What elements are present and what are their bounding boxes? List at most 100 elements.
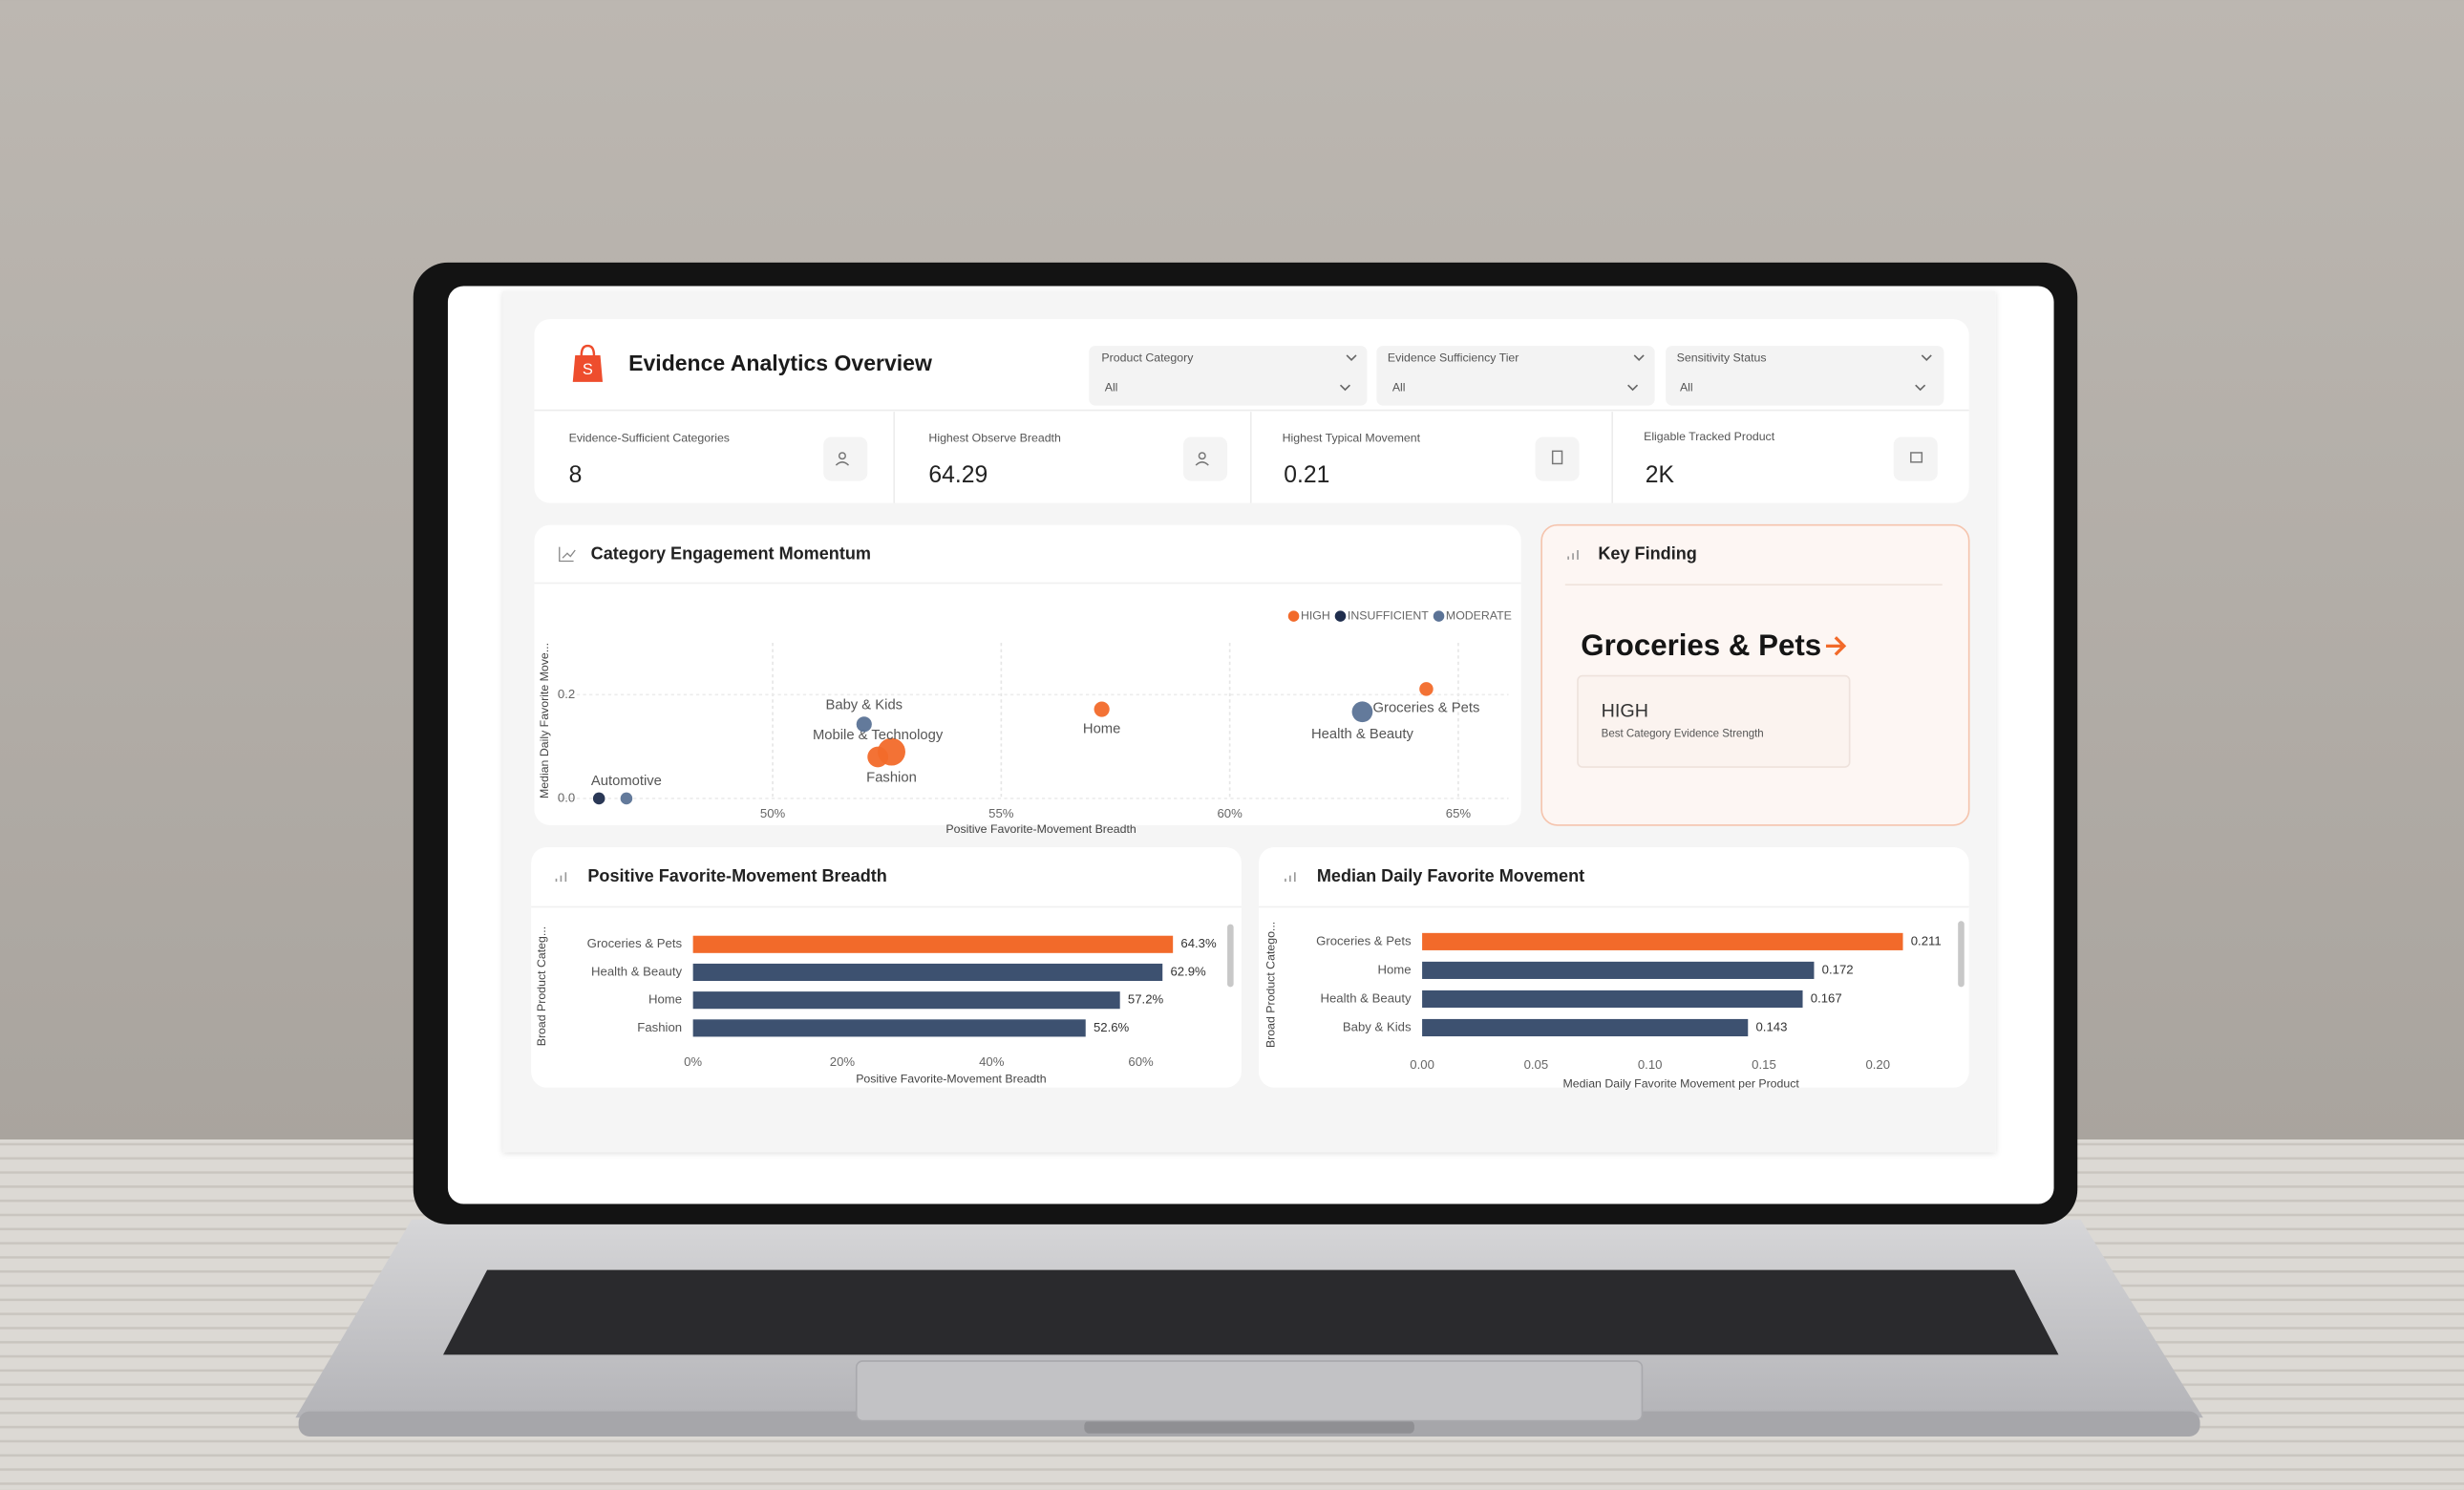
x-tick-label: 60%	[1128, 1054, 1154, 1069]
point-label: Mobile & Technology	[813, 728, 944, 743]
scrollbar[interactable]	[1958, 921, 1965, 988]
kpi-label: Eligable Tracked Product	[1644, 430, 1775, 443]
x-tick-label: 40%	[979, 1054, 1005, 1069]
point-label: Baby & Kids	[825, 698, 903, 713]
kpi-glyphs	[835, 450, 1923, 466]
x-tick-label: 0.10	[1638, 1057, 1663, 1072]
legend-marker	[1334, 610, 1347, 622]
category-label: Health & Beauty	[1320, 990, 1411, 1005]
y-axis-label: Median Daily Favorite Move...	[538, 643, 551, 798]
filter-label: Evidence Sufficiency Tier	[1388, 351, 1519, 364]
value-label: 0.143	[1755, 1019, 1787, 1033]
x-tick-label: 60%	[1217, 806, 1243, 820]
x-axis-label: Positive Favorite-Movement Breadth	[945, 822, 1136, 836]
chevron	[1627, 354, 1645, 392]
bar	[1422, 932, 1903, 950]
x-axis-label: Positive Favorite-Movement Breadth	[856, 1073, 1047, 1086]
key-finding-title: Key Finding	[1598, 544, 1696, 564]
chart-title: Category Engagement Momentum	[591, 544, 871, 564]
x-tick-label: 0.20	[1865, 1057, 1890, 1072]
card-icon	[559, 546, 576, 563]
category-label: Home	[648, 992, 682, 1007]
card-icon	[555, 872, 567, 883]
point-label: Home	[1083, 722, 1120, 737]
value-label: 64.3%	[1180, 936, 1217, 950]
legend-label: INSUFFICIENT	[1348, 608, 1429, 622]
filter[interactable]: Evidence Sufficiency Tier All	[1376, 346, 1655, 406]
x-axis-label: Median Daily Favorite Movement per Produ…	[1562, 1077, 1799, 1091]
bar	[692, 991, 1120, 1010]
category-label: Fashion	[637, 1020, 682, 1034]
card-icon	[1567, 549, 1579, 560]
chart-card	[534, 524, 1521, 825]
x-tick-label: 0.05	[1524, 1057, 1549, 1072]
brand-logo: S	[572, 344, 604, 382]
key-finding-headline: Groceries & Pets	[1581, 628, 1821, 662]
bar	[692, 935, 1174, 953]
scatter-point	[1419, 682, 1434, 696]
bar	[692, 963, 1163, 982]
kpi-value: 64.29	[928, 462, 988, 488]
point-label: Groceries & Pets	[1373, 701, 1480, 716]
kpi-value: 2K	[1646, 462, 1675, 488]
scatter-point	[592, 792, 605, 805]
filter[interactable]: Sensitivity Status All	[1666, 346, 1944, 406]
point-label: Fashion	[866, 771, 917, 786]
dashboard-title: Evidence Analytics Overview	[628, 351, 932, 375]
value-label: 57.2%	[1128, 992, 1164, 1007]
chevron	[1339, 354, 1357, 392]
legend-marker	[1433, 610, 1445, 622]
y-axis-label: Broad Product Categ...	[535, 926, 548, 1046]
kpi-label: Highest Typical Movement	[1283, 431, 1421, 444]
scatter-point	[867, 746, 888, 768]
y-axis-label: Broad Product Catego...	[1264, 922, 1277, 1048]
filter-label: Sensitivity Status	[1677, 351, 1767, 364]
x-tick-label: 20%	[830, 1054, 856, 1069]
kpi-icon	[1535, 436, 1580, 481]
filter-box[interactable]	[1376, 346, 1655, 406]
tier-box	[1577, 674, 1851, 768]
filter-box[interactable]	[1666, 346, 1944, 406]
filter-value[interactable]: All	[1680, 381, 1693, 394]
bar	[1422, 990, 1803, 1008]
bar	[1422, 961, 1815, 979]
bar	[692, 1019, 1086, 1037]
y-tick-label: 0.0	[558, 790, 575, 804]
category-label: Baby & Kids	[1343, 1019, 1412, 1033]
value-label: 0.172	[1822, 962, 1854, 976]
category-label: Home	[1377, 962, 1411, 976]
scatter-point	[856, 716, 872, 733]
chart-title: Median Daily Favorite Movement	[1317, 866, 1584, 885]
point-label: Health & Beauty	[1311, 727, 1414, 742]
x-tick-label: 50%	[760, 806, 786, 820]
filter-value[interactable]: All	[1105, 381, 1118, 394]
value-label: 0.211	[1911, 933, 1942, 947]
kpi-label: Highest Observe Breadth	[928, 431, 1061, 444]
tier-caption: Best Category Evidence Strength	[1602, 729, 1764, 740]
filter-label: Product Category	[1101, 351, 1194, 364]
tier: HIGH	[1602, 701, 1648, 722]
legend-marker	[1287, 610, 1300, 622]
kpi-label: Evidence-Sufficient Categories	[569, 431, 730, 444]
legend-label: HIGH	[1301, 608, 1330, 622]
value-label: 62.9%	[1170, 964, 1206, 978]
category-label: Groceries & Pets	[1316, 933, 1412, 947]
filter[interactable]: Product Category All	[1089, 346, 1368, 406]
category-label: Health & Beauty	[591, 964, 682, 978]
kpi-value: 8	[569, 462, 583, 488]
scrollbar[interactable]	[1227, 924, 1234, 988]
card-icon	[1285, 872, 1296, 883]
bar	[1422, 1018, 1749, 1037]
filter-box[interactable]	[1089, 346, 1368, 406]
trackpad	[855, 1360, 1644, 1422]
filter-value[interactable]: All	[1392, 381, 1406, 394]
chart-title: Positive Favorite-Movement Breadth	[587, 866, 886, 885]
scatter-point	[620, 792, 633, 805]
scatter-point	[1351, 701, 1373, 723]
svg-text:S: S	[583, 361, 593, 378]
x-tick-label: 0.15	[1752, 1057, 1776, 1072]
kpi-icon	[823, 436, 868, 481]
x-tick-label: 0.00	[1410, 1057, 1434, 1072]
value-label: 0.167	[1811, 990, 1842, 1005]
